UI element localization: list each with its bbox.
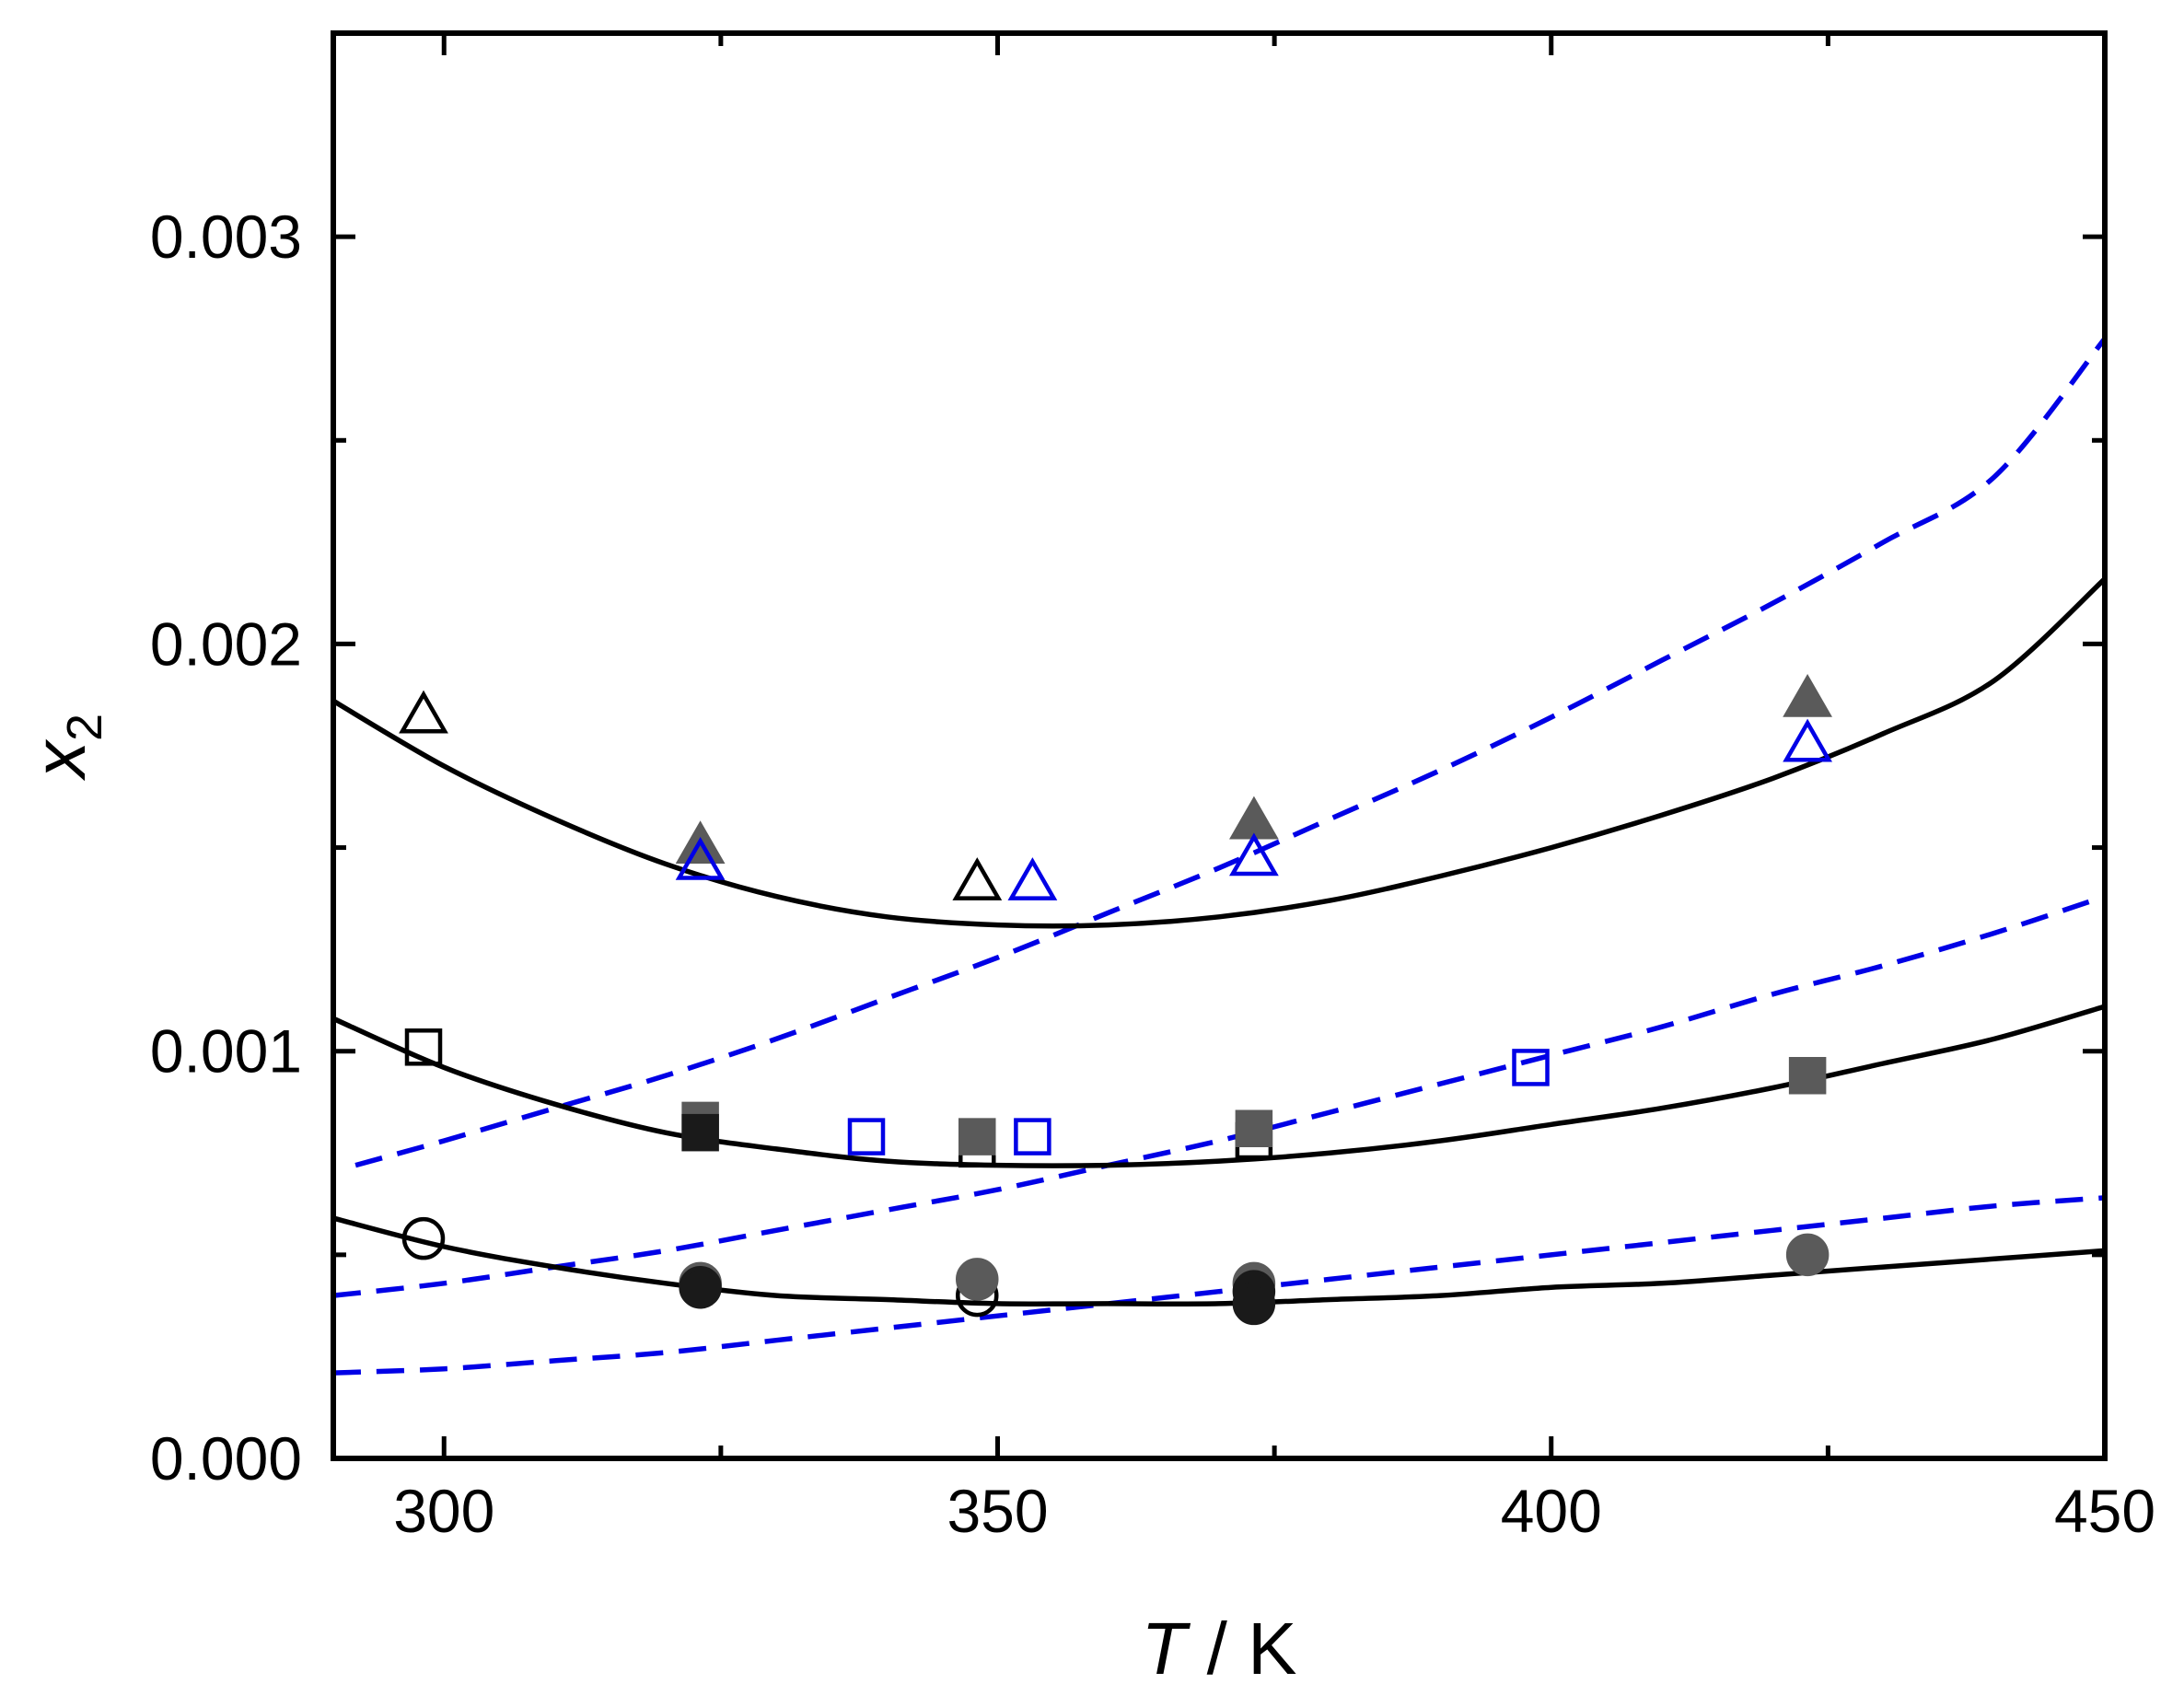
data-point-open-triangle-blue — [1007, 857, 1058, 900]
data-point-open-square-blue — [1512, 1049, 1550, 1086]
data-point-open-triangle-black — [399, 690, 448, 734]
data-layer — [331, 336, 2108, 1376]
data-point-open-square-blue — [847, 1118, 886, 1155]
y-axis-title: x2 — [18, 714, 112, 782]
data-point-open-square-blue — [1014, 1118, 1051, 1155]
data-point-filled-square-dark — [681, 1113, 719, 1152]
data-point-open-triangle-blue — [675, 836, 726, 880]
x-axis-title: T / K — [1142, 1608, 1297, 1690]
y-tick-label: 0.002 — [150, 610, 302, 678]
data-point-filled-circle-gray — [956, 1258, 999, 1301]
data-point-filled-square-gray — [1788, 1057, 1827, 1095]
data-point-filled-square-gray — [1235, 1109, 1273, 1147]
data-point-open-triangle-blue — [1229, 832, 1279, 877]
data-point-filled-triangle-gray — [1783, 673, 1832, 717]
fit-line-dashed-top — [354, 336, 2108, 1168]
y-tick-label: 0.001 — [150, 1017, 302, 1086]
y-tick-label: 0.000 — [150, 1424, 302, 1492]
y-tick-label: 0.003 — [150, 203, 302, 271]
data-point-filled-circle-gray — [1785, 1233, 1830, 1277]
data-point-open-triangle-black — [952, 857, 1003, 900]
data-point-open-triangle-blue — [1783, 718, 1832, 762]
x-tick-label: 350 — [947, 1477, 1048, 1545]
plot-frame — [331, 30, 2108, 1461]
fit-line-solid-top — [331, 576, 2107, 929]
x-tick-label: 300 — [393, 1477, 494, 1545]
x-tick-label: 400 — [1501, 1477, 1602, 1545]
data-point-filled-square-gray — [958, 1118, 996, 1155]
data-point-filled-triangle-gray — [1229, 795, 1279, 840]
x-tick-label: 450 — [2054, 1477, 2155, 1545]
data-point-filled-circle-dark — [679, 1265, 722, 1309]
fit-line-dashed-low — [332, 1195, 2106, 1376]
data-point-filled-circle-dark — [1232, 1282, 1276, 1326]
fit-line-solid-mid — [331, 1004, 2106, 1168]
data-point-open-circle-black — [401, 1216, 446, 1260]
axes-layer: 300 350 400 450 0.000 0.001 0.002 0.003 — [150, 33, 2155, 1545]
data-point-open-square-black — [404, 1028, 443, 1066]
fit-line-dashed-mid — [332, 893, 2106, 1298]
